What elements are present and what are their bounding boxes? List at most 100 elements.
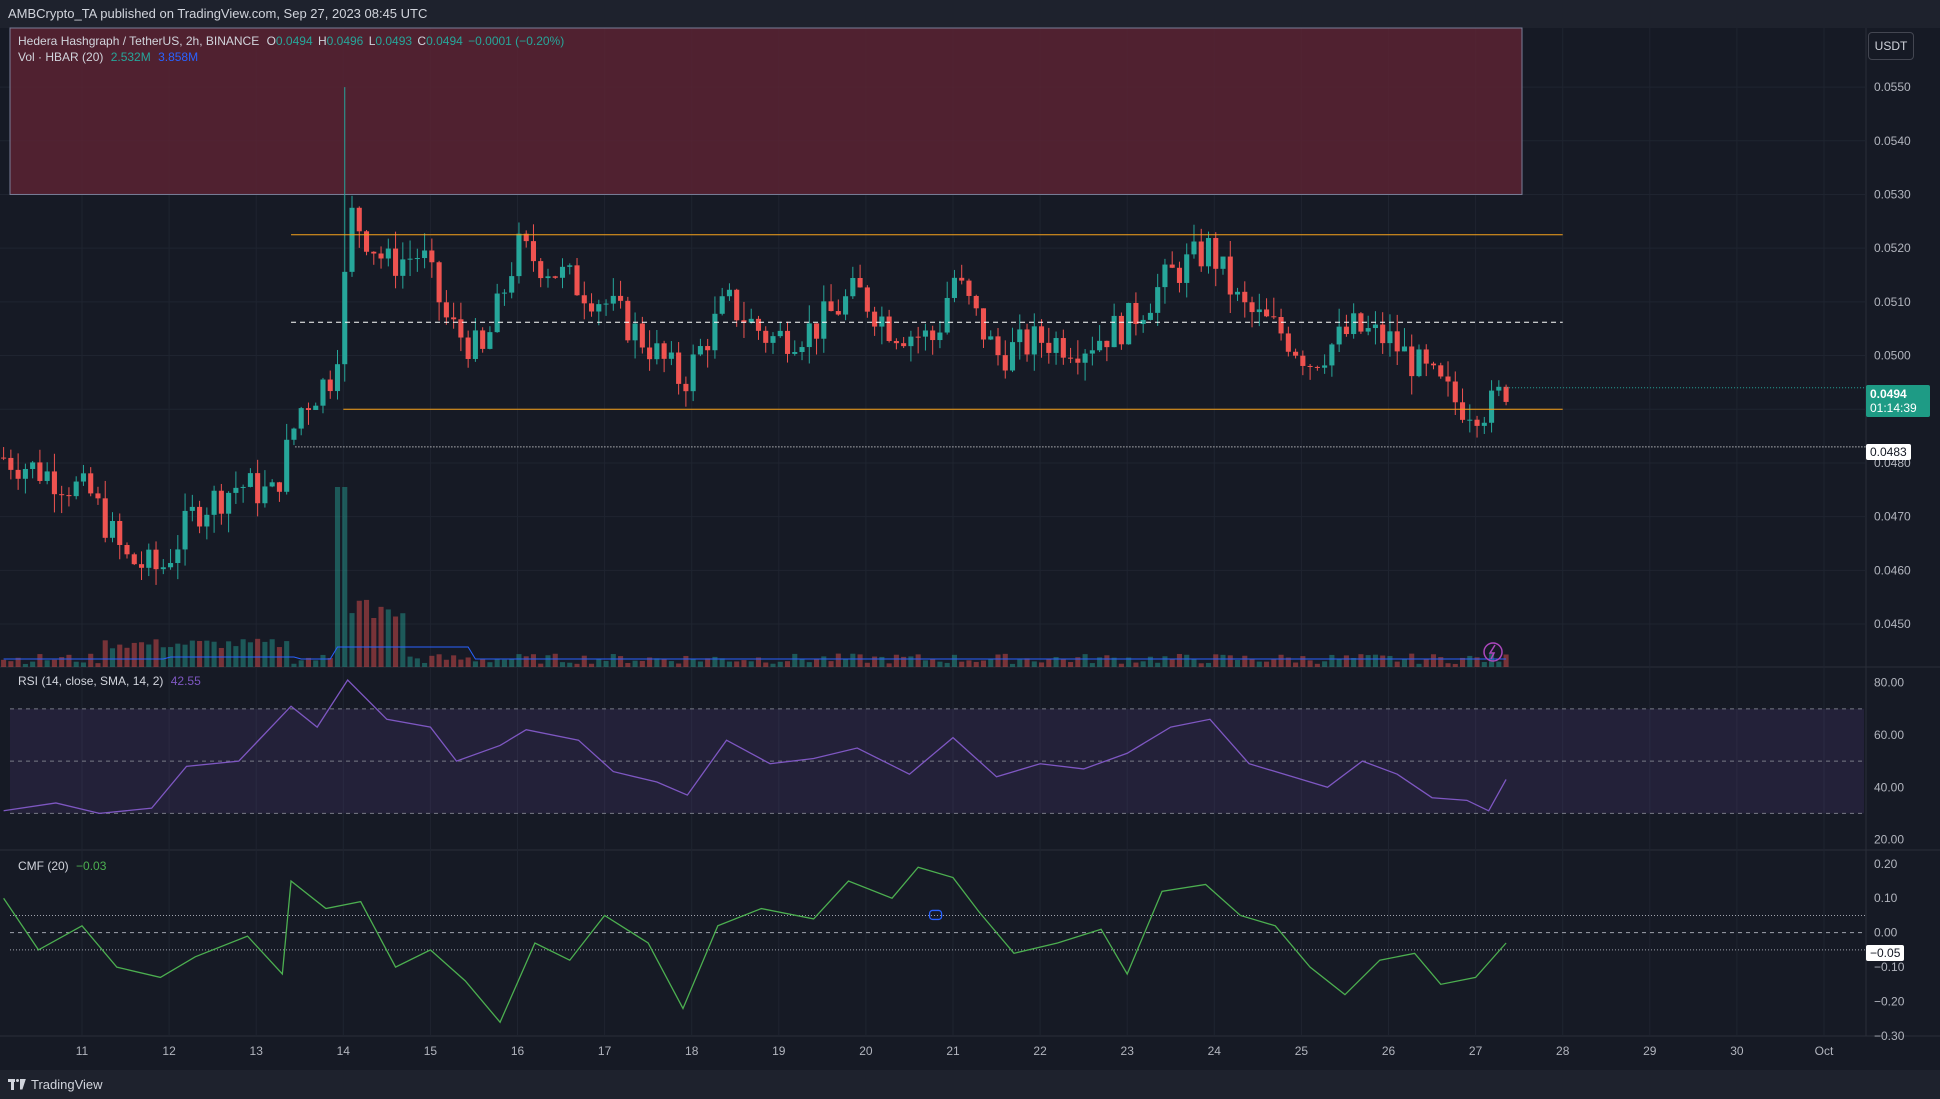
cmf-tick-label: 0.20 xyxy=(1874,857,1898,871)
volume-bar xyxy=(574,663,580,667)
volume-bar xyxy=(291,663,297,667)
volume-bar xyxy=(22,663,28,667)
volume-bar xyxy=(1162,656,1168,667)
volume-bar xyxy=(356,600,362,667)
x-tick-label: 25 xyxy=(1295,1044,1309,1058)
ohlc-high: H0.0496 xyxy=(317,34,364,48)
volume-bar xyxy=(734,661,740,667)
volume-bar xyxy=(843,658,849,667)
cmf-line xyxy=(3,866,1507,1024)
volume-bar xyxy=(799,659,805,667)
x-tick-label: 28 xyxy=(1556,1044,1570,1058)
volume-bar xyxy=(1365,655,1371,667)
volume-bar xyxy=(922,660,928,667)
candle-body xyxy=(494,293,500,333)
candle-body xyxy=(1227,256,1233,295)
volume-bar xyxy=(443,659,449,667)
candle-body xyxy=(131,554,137,565)
candle-body xyxy=(385,248,391,259)
volume-bar xyxy=(712,656,718,667)
volume-bar xyxy=(1104,655,1110,667)
volume-bar xyxy=(1024,658,1030,667)
cmf-tick-label: −0.30 xyxy=(1874,1029,1905,1043)
candle-body xyxy=(1118,315,1124,345)
candle-body xyxy=(1307,365,1313,367)
candle-body xyxy=(160,567,166,570)
candle-body xyxy=(1336,326,1342,345)
candle-body xyxy=(305,408,312,410)
candle-body xyxy=(1046,342,1052,353)
candle-body xyxy=(44,471,50,481)
volume-bar xyxy=(879,656,885,667)
candle-body xyxy=(1481,422,1487,426)
volume-bar xyxy=(1496,661,1502,667)
candle-body xyxy=(269,482,275,487)
volume-bar xyxy=(1213,654,1219,667)
candle-body xyxy=(625,300,631,341)
candle-body xyxy=(334,364,341,392)
volume-bar xyxy=(581,655,587,667)
volume-bar xyxy=(146,644,152,667)
candle-body xyxy=(872,311,878,327)
candle-body xyxy=(1126,302,1132,345)
candle-body xyxy=(1242,291,1248,303)
candle-body xyxy=(66,495,72,497)
volume-bar xyxy=(770,663,776,667)
candle-body xyxy=(668,352,674,359)
volume-bar xyxy=(1264,661,1270,667)
tradingview-logo[interactable]: TradingView xyxy=(8,1077,103,1092)
candle-body xyxy=(501,292,507,294)
volume-bar xyxy=(262,641,268,667)
volume-bar xyxy=(719,658,725,667)
candle-body xyxy=(1075,358,1081,363)
volume-bar xyxy=(1249,659,1255,667)
volume-bar xyxy=(1039,662,1045,667)
volume-bar xyxy=(951,654,957,667)
volume-bar xyxy=(44,660,50,667)
candle-body xyxy=(189,506,195,511)
volume-bar xyxy=(305,657,312,667)
last-price: 0.0494 xyxy=(1870,387,1907,401)
currency-button[interactable]: USDT xyxy=(1868,32,1914,60)
volume-bar xyxy=(886,663,892,667)
volume-bar xyxy=(117,644,123,667)
volume-bar xyxy=(1097,657,1103,667)
candle-body xyxy=(516,233,522,277)
candle-body xyxy=(1097,340,1103,351)
volume-bar xyxy=(327,658,333,667)
candle-body xyxy=(197,506,203,527)
candle-body xyxy=(153,549,159,570)
candle-body xyxy=(73,481,79,497)
candle-body xyxy=(240,486,246,488)
candle-body xyxy=(1002,355,1008,371)
volume-legend: Vol · HBAR (20) 2.532M 3.858M xyxy=(18,49,202,65)
candle-body xyxy=(1111,315,1117,348)
volume-bar xyxy=(545,655,551,667)
candle-body xyxy=(262,486,268,504)
candle-body xyxy=(1017,329,1023,343)
volume-bar xyxy=(414,658,420,667)
volume-bar xyxy=(864,662,870,667)
candle-body xyxy=(51,471,57,495)
ohlc-low: L0.0493 xyxy=(368,34,413,48)
candle-body xyxy=(647,347,653,360)
x-tick-label: 19 xyxy=(772,1044,786,1058)
x-tick-label: 17 xyxy=(598,1044,612,1058)
volume-bar xyxy=(661,658,667,667)
x-tick-label: 29 xyxy=(1643,1044,1657,1058)
candle-body xyxy=(559,266,566,278)
volume-bar xyxy=(1343,655,1349,667)
tradingview-brand: TradingView xyxy=(31,1077,103,1092)
candle-body xyxy=(777,330,783,337)
candle-body xyxy=(218,490,224,514)
volume-bar xyxy=(1351,657,1357,667)
candle-body xyxy=(1155,287,1161,313)
candle-body xyxy=(690,354,696,392)
volume-bar xyxy=(1075,657,1081,667)
volume-bar xyxy=(1474,657,1480,667)
volume-bar xyxy=(1467,655,1473,667)
price-tick-label: 0.0550 xyxy=(1874,80,1911,94)
candle-body xyxy=(182,510,188,550)
volume-bar xyxy=(385,609,391,667)
